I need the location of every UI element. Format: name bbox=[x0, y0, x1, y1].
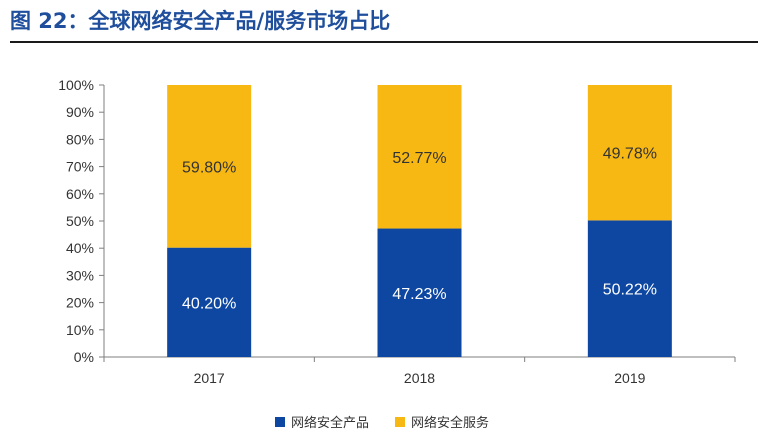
y-tick-label: 30% bbox=[66, 267, 94, 283]
legend-swatch-products bbox=[274, 416, 285, 427]
legend-label-services: 网络安全服务 bbox=[411, 416, 490, 431]
y-tick-label: 10% bbox=[66, 322, 94, 338]
bar-segment-services-2019 bbox=[587, 85, 672, 221]
y-tick-label: 70% bbox=[66, 159, 94, 175]
bar-segment-services-2017 bbox=[167, 85, 252, 248]
data-label-services-2017: 59.80% bbox=[182, 159, 236, 176]
figure-title: 图 22：全球网络安全产品/服务市场占比 bbox=[10, 9, 391, 33]
y-tick-label: 20% bbox=[66, 295, 94, 311]
legend-item-services: 网络安全服务 bbox=[395, 412, 489, 431]
title-divider bbox=[10, 41, 758, 43]
y-tick-label: 90% bbox=[66, 104, 94, 120]
y-tick-label: 80% bbox=[66, 131, 94, 147]
y-tick-label: 50% bbox=[66, 213, 94, 229]
x-tick-label: 2019 bbox=[614, 370, 645, 386]
legend-swatch-services bbox=[395, 416, 405, 427]
y-tick-label: 100% bbox=[58, 77, 94, 93]
y-tick-label: 0% bbox=[74, 349, 94, 365]
legend: 网络安全产品 网络安全服务 bbox=[0, 412, 764, 431]
y-tick-label: 40% bbox=[66, 240, 94, 256]
bar-segment-products-2018 bbox=[377, 228, 462, 357]
stacked-bar-chart: 0% 10% 20% 30% 40% 50% 60% 70% 80% 90% 100% 40.20% 5… bbox=[58, 77, 736, 386]
legend-label-products: 网络安全产品 bbox=[290, 416, 369, 431]
bar-segment-products-2019 bbox=[587, 220, 672, 357]
x-tick-label: 2018 bbox=[404, 370, 435, 386]
data-label-services-2018: 52.77% bbox=[392, 150, 446, 167]
data-label-products-2018: 47.23% bbox=[392, 286, 446, 303]
legend-item-products: 网络安全产品 bbox=[274, 412, 369, 431]
y-tick-label: 60% bbox=[66, 186, 94, 202]
data-label-products-2017: 40.20% bbox=[182, 295, 236, 312]
data-label-products-2019: 50.22% bbox=[603, 282, 657, 299]
bar-segment-products-2017 bbox=[167, 247, 252, 357]
data-label-services-2019: 49.78% bbox=[603, 146, 657, 163]
bar-segment-services-2018 bbox=[377, 85, 462, 229]
x-tick-label: 2017 bbox=[194, 370, 225, 386]
